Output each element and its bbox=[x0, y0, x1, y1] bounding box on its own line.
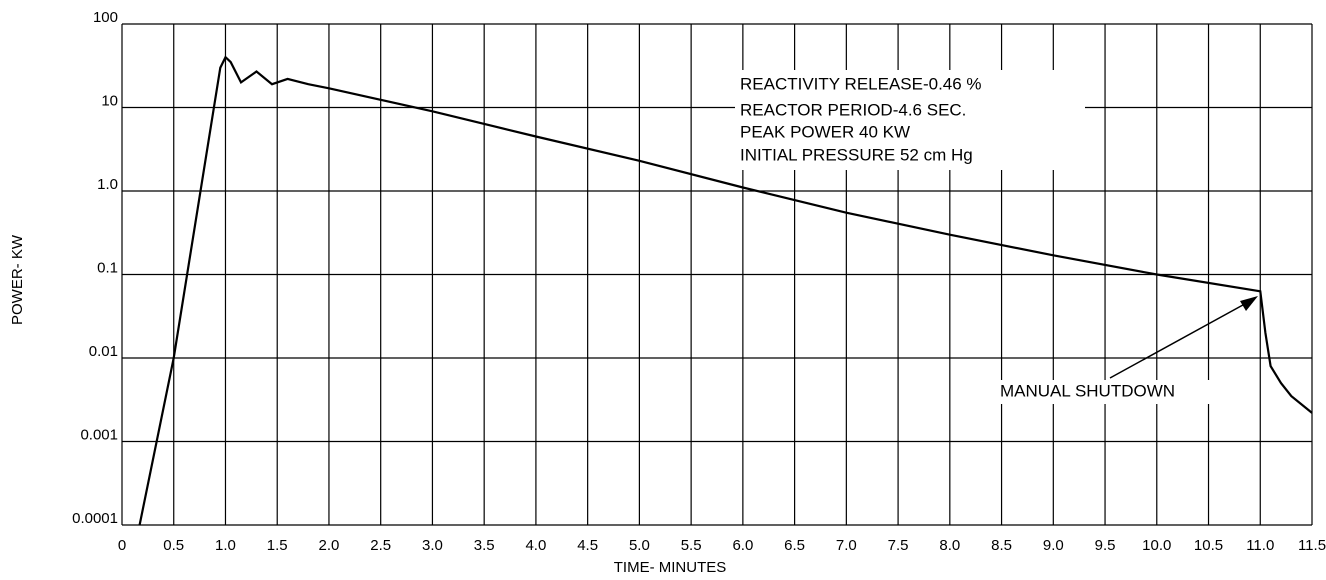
x-tick-label: 5.5 bbox=[681, 537, 702, 554]
x-tick-label: 10.5 bbox=[1194, 537, 1223, 554]
annotation: MANUAL SHUTDOWN bbox=[1000, 381, 1175, 400]
x-tick-label: 10.0 bbox=[1142, 537, 1171, 554]
y-tick-label: 0.01 bbox=[89, 343, 118, 360]
x-tick-label: 8.0 bbox=[939, 537, 960, 554]
x-axis-label: TIME- MINUTES bbox=[614, 559, 727, 576]
x-tick-label: 2.5 bbox=[370, 537, 391, 554]
x-tick-label: 3.0 bbox=[422, 537, 443, 554]
annotation: REACTOR PERIOD-4.6 SEC. bbox=[740, 100, 966, 119]
x-tick-label: 1.0 bbox=[215, 537, 236, 554]
y-axis-label: POWER- KW bbox=[9, 234, 26, 325]
arrow bbox=[1109, 299, 1253, 379]
x-tick-label: 1.5 bbox=[267, 537, 288, 554]
y-tick-label: 100 bbox=[93, 9, 118, 26]
x-tick-label: 11.5 bbox=[1298, 537, 1326, 554]
x-tick-label: 2.0 bbox=[319, 537, 340, 554]
x-tick-label: 8.5 bbox=[991, 537, 1012, 554]
arrow-head bbox=[1240, 296, 1258, 311]
y-tick-label: 10 bbox=[101, 92, 118, 109]
annotation: PEAK POWER 40 KW bbox=[740, 122, 910, 141]
x-tick-label: 4.5 bbox=[577, 537, 598, 554]
x-tick-label: 0.5 bbox=[163, 537, 184, 554]
y-tick-label: 0.001 bbox=[80, 426, 118, 443]
y-tick-label: 0.0001 bbox=[72, 510, 118, 527]
x-tick-label: 5.0 bbox=[629, 537, 650, 554]
data-line bbox=[138, 55, 1313, 526]
x-tick-label: 4.0 bbox=[525, 537, 546, 554]
annotation-box bbox=[995, 380, 1225, 404]
y-tick-label: 0.1 bbox=[97, 259, 118, 276]
x-tick-label: 11.0 bbox=[1246, 537, 1274, 554]
x-tick-label: 6.5 bbox=[784, 537, 805, 554]
x-tick-label: 0 bbox=[118, 537, 126, 554]
x-tick-label: 3.5 bbox=[474, 537, 495, 554]
annotation: REACTIVITY RELEASE-0.46 % bbox=[740, 74, 982, 93]
x-tick-label: 6.0 bbox=[732, 537, 753, 554]
y-tick-label: 1.0 bbox=[97, 176, 118, 193]
annotation: INITIAL PRESSURE 52 cm Hg bbox=[740, 145, 973, 164]
x-tick-label: 9.5 bbox=[1095, 537, 1116, 554]
x-tick-label: 7.5 bbox=[888, 537, 909, 554]
x-tick-label: 7.0 bbox=[836, 537, 857, 554]
x-tick-label: 9.0 bbox=[1043, 537, 1064, 554]
annotation-box bbox=[735, 70, 1085, 170]
